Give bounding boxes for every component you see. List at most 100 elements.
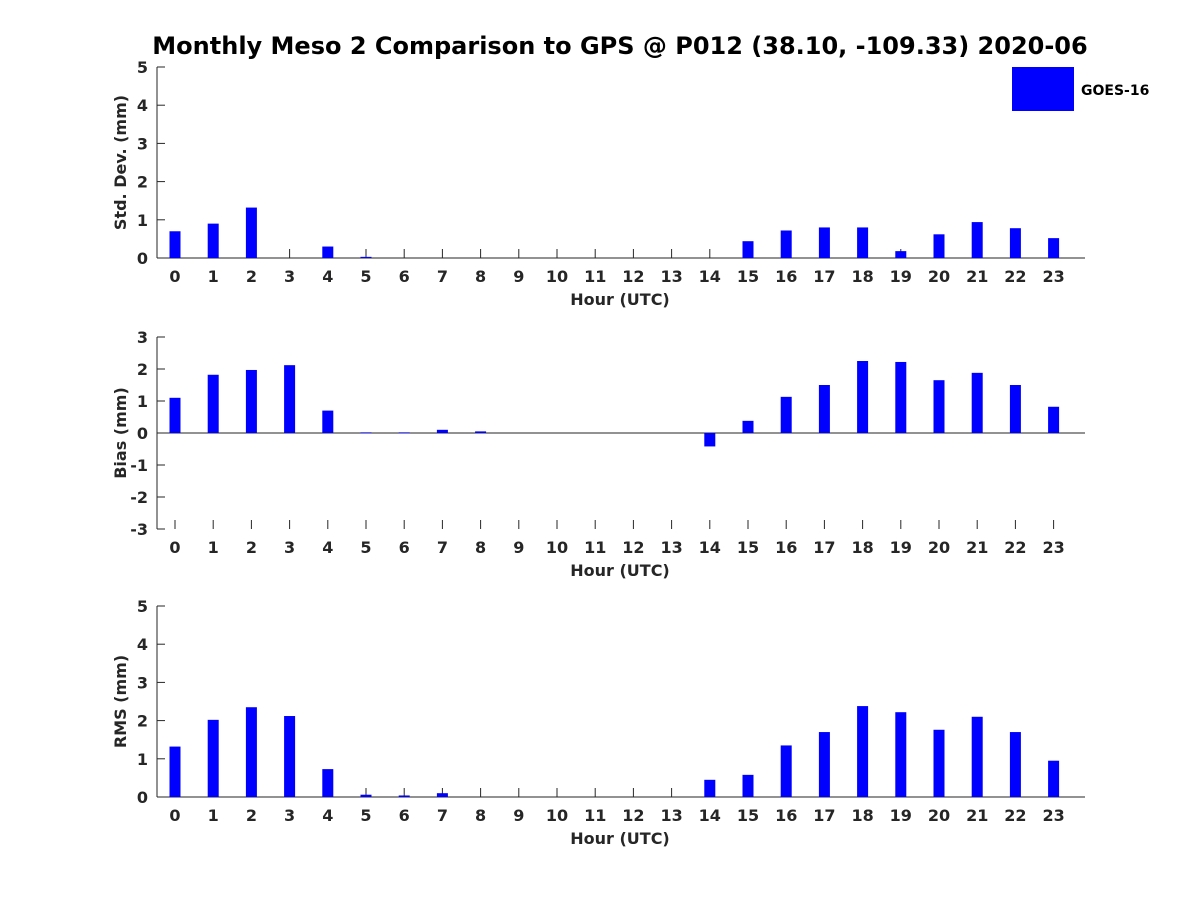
rms-x-tick-label: 11 bbox=[584, 806, 606, 825]
bias-bar bbox=[322, 410, 334, 433]
std-dev-bar bbox=[895, 251, 907, 258]
rms-x-tick-label: 20 bbox=[928, 806, 950, 825]
bias-x-tick-label: 11 bbox=[584, 538, 606, 557]
std-dev-bar bbox=[1009, 228, 1021, 258]
std-dev-x-tick-label: 21 bbox=[966, 267, 988, 286]
bias-bar bbox=[398, 432, 410, 434]
std-dev-x-tick-label: 6 bbox=[399, 267, 410, 286]
std-dev-x-tick-label: 2 bbox=[246, 267, 257, 286]
rms-bar bbox=[971, 716, 983, 797]
rms-x-tick-label: 9 bbox=[513, 806, 524, 825]
rms-x-tick-label: 12 bbox=[622, 806, 644, 825]
std-dev-x-tick-label: 15 bbox=[737, 267, 759, 286]
bias-x-tick-label: 22 bbox=[1004, 538, 1026, 557]
bias-y-tick-label: -2 bbox=[130, 488, 148, 507]
bias-y-tick-label: -1 bbox=[130, 456, 148, 475]
std-dev-x-tick-label: 1 bbox=[208, 267, 219, 286]
bias-bar bbox=[742, 420, 754, 433]
std-dev-bar bbox=[857, 227, 869, 258]
rms-bar bbox=[1048, 760, 1060, 797]
std-dev-y-tick-label: 2 bbox=[137, 173, 148, 192]
bias-x-tick-label: 18 bbox=[851, 538, 873, 557]
rms-bar bbox=[857, 706, 869, 797]
std-dev-x-tick-label: 9 bbox=[513, 267, 524, 286]
bias-x-tick-label: 7 bbox=[437, 538, 448, 557]
bias-x-tick-label: 16 bbox=[775, 538, 797, 557]
rms-x-tick-label: 14 bbox=[699, 806, 721, 825]
std-dev-x-tick-label: 8 bbox=[475, 267, 486, 286]
bias-x-tick-label: 20 bbox=[928, 538, 950, 557]
bias-y-tick-label: -3 bbox=[130, 520, 148, 539]
bias-x-tick-label: 21 bbox=[966, 538, 988, 557]
rms-x-tick-label: 15 bbox=[737, 806, 759, 825]
bias-x-tick-label: 8 bbox=[475, 538, 486, 557]
bias-y-tick-label: 2 bbox=[137, 360, 148, 379]
rms-x-tick-label: 4 bbox=[322, 806, 333, 825]
rms-y-tick-label: 5 bbox=[137, 597, 148, 616]
std-dev-y-tick-label: 3 bbox=[137, 134, 148, 153]
bias-bar bbox=[780, 396, 792, 433]
rms-bar bbox=[284, 716, 296, 797]
std-dev-x-tick-label: 7 bbox=[437, 267, 448, 286]
std-dev-x-tick-label: 4 bbox=[322, 267, 333, 286]
bias-x-tick-label: 14 bbox=[699, 538, 721, 557]
rms-x-tick-label: 5 bbox=[360, 806, 371, 825]
std-dev-y-tick-label: 1 bbox=[137, 211, 148, 230]
rms-x-tick-label: 23 bbox=[1042, 806, 1064, 825]
bias-bar bbox=[971, 372, 983, 433]
bias-y-axis-label: Bias (mm) bbox=[111, 387, 130, 479]
rms-bar bbox=[322, 769, 334, 797]
std-dev-bar bbox=[360, 256, 372, 258]
bias-bar bbox=[207, 374, 219, 433]
rms-x-tick-label: 21 bbox=[966, 806, 988, 825]
legend: GOES-16 bbox=[1012, 67, 1149, 111]
rms-bar bbox=[398, 795, 410, 797]
bias-y-tick-label: 0 bbox=[137, 424, 148, 443]
rms-x-tick-label: 3 bbox=[284, 806, 295, 825]
rms-bar bbox=[895, 712, 907, 797]
bias-bar bbox=[818, 385, 830, 433]
std-dev-bar bbox=[1048, 238, 1060, 258]
std-dev-y-axis-label: Std. Dev. (mm) bbox=[111, 95, 130, 230]
std-dev-x-tick-label: 20 bbox=[928, 267, 950, 286]
bias-x-tick-label: 0 bbox=[169, 538, 180, 557]
bias-bar bbox=[1048, 406, 1060, 433]
rms-bar bbox=[245, 707, 257, 797]
legend-label: GOES-16 bbox=[1081, 83, 1149, 99]
std-dev-x-tick-label: 18 bbox=[851, 267, 873, 286]
rms-y-tick-label: 1 bbox=[137, 750, 148, 769]
std-dev-bar bbox=[742, 241, 754, 258]
rms-y-tick-label: 4 bbox=[137, 635, 148, 654]
bias-x-tick-label: 23 bbox=[1042, 538, 1064, 557]
std-dev-x-tick-label: 14 bbox=[699, 267, 721, 286]
bias-x-tick-label: 17 bbox=[813, 538, 835, 557]
std-dev-x-tick-label: 23 bbox=[1042, 267, 1064, 286]
bias-x-tick-label: 19 bbox=[890, 538, 912, 557]
std-dev-x-axis-label: Hour (UTC) bbox=[570, 290, 670, 309]
rms-bar bbox=[360, 794, 372, 797]
bias-bar bbox=[169, 397, 181, 433]
bias-x-tick-label: 4 bbox=[322, 538, 333, 557]
std-dev-x-tick-label: 10 bbox=[546, 267, 568, 286]
rms-bar bbox=[933, 729, 945, 797]
rms-x-tick-label: 19 bbox=[890, 806, 912, 825]
bias-x-tick-label: 2 bbox=[246, 538, 257, 557]
std-dev-x-tick-label: 13 bbox=[660, 267, 682, 286]
rms-y-tick-label: 3 bbox=[137, 673, 148, 692]
std-dev-x-tick-label: 17 bbox=[813, 267, 835, 286]
std-dev-bar bbox=[322, 246, 334, 258]
bias-bar bbox=[1009, 385, 1021, 433]
std-dev-y-tick-label: 0 bbox=[137, 249, 148, 268]
rms-x-tick-label: 18 bbox=[851, 806, 873, 825]
bias-bar bbox=[895, 361, 907, 433]
rms-bar bbox=[780, 745, 792, 797]
std-dev-bar bbox=[971, 222, 983, 258]
std-dev-x-tick-label: 16 bbox=[775, 267, 797, 286]
bias-bar bbox=[245, 369, 257, 433]
bias-x-tick-label: 15 bbox=[737, 538, 759, 557]
bias-x-tick-label: 3 bbox=[284, 538, 295, 557]
rms-x-tick-label: 17 bbox=[813, 806, 835, 825]
